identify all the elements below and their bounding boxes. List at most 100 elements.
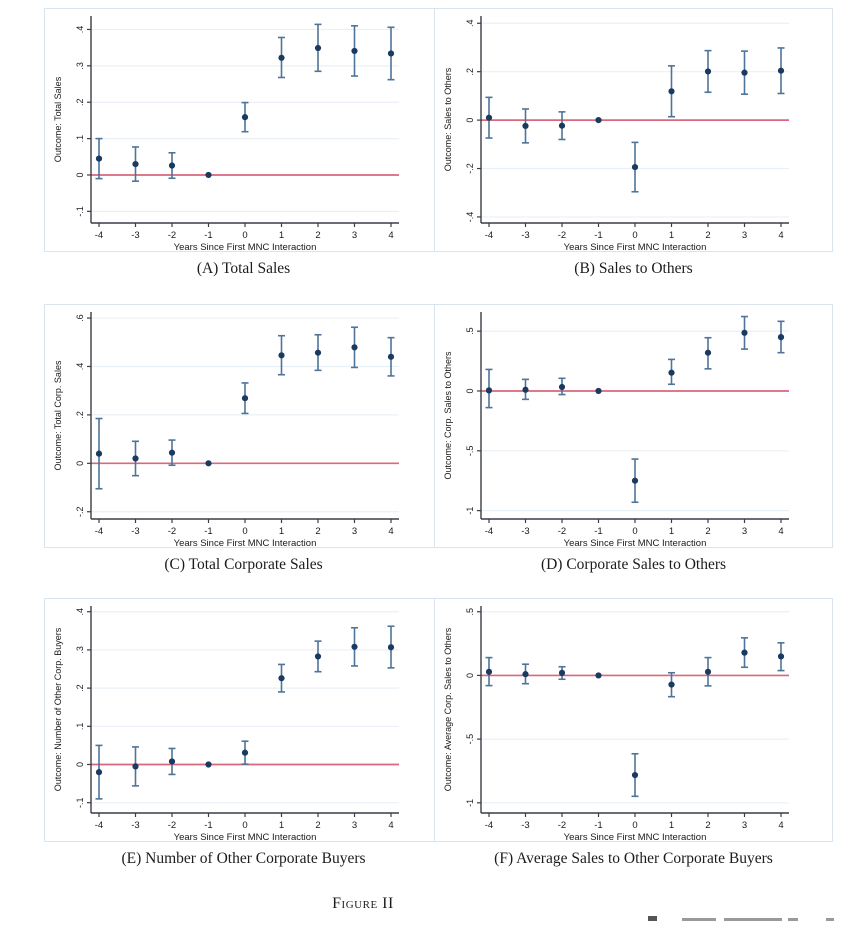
x-tick-label: -3 — [521, 230, 529, 241]
x-tick-label: 1 — [669, 526, 674, 537]
point-estimate — [95, 769, 103, 776]
point-estimate — [205, 761, 212, 768]
point-estimate — [314, 653, 322, 660]
x-tick-label: 3 — [352, 526, 357, 537]
panel-c-chart: -.2 0 .2 .4 .6 -4 -3 -2 -1 0 1 2 3 4 Outcome: Total Co… — [44, 304, 443, 548]
clipped-text-mark — [682, 918, 716, 921]
point-estimate — [132, 763, 139, 770]
point-estimate — [704, 668, 712, 675]
point-estimate — [241, 395, 249, 402]
point-estimate — [741, 649, 748, 656]
panel-c-caption: (C) Total Corporate Sales — [164, 556, 323, 573]
point-estimate — [351, 344, 358, 351]
y-tick-label: .5 — [465, 608, 475, 616]
point-estimate — [241, 749, 249, 756]
x-tick-label: 0 — [632, 820, 637, 831]
y-tick-label: .4 — [75, 26, 85, 34]
point-estimate — [95, 450, 103, 457]
clipped-text-mark — [788, 918, 798, 921]
x-tick-label: -1 — [204, 230, 212, 241]
x-tick-label: 0 — [242, 230, 247, 241]
point-estimate — [351, 643, 358, 650]
point-estimate — [668, 681, 675, 688]
x-tick-label: -4 — [485, 230, 493, 241]
x-axis-title: Years Since First MNC Interaction — [564, 242, 707, 252]
panel-e-caption: (E) Number of Other Corporate Buyers — [121, 850, 366, 867]
x-tick-label: -1 — [594, 230, 602, 241]
x-tick-label: -2 — [168, 230, 176, 241]
point-estimate — [777, 67, 785, 74]
x-tick-label: 0 — [632, 526, 637, 537]
panel-border — [434, 304, 833, 548]
y-tick-label: -.4 — [465, 212, 475, 223]
point-estimates — [95, 44, 395, 179]
panel-b: -.4 -.2 0 .2 .4 -4 -3 -2 -1 0 1 2 3 4 Outcome: Sales t… — [434, 8, 833, 278]
point-estimate — [777, 334, 785, 341]
point-estimate — [668, 369, 675, 376]
figure-label: Figure II — [332, 895, 394, 912]
point-estimates — [485, 329, 785, 484]
point-estimate — [168, 758, 176, 765]
x-tick-label: -4 — [95, 230, 103, 241]
y-tick-label: -.5 — [465, 734, 475, 745]
x-tick-label: 3 — [742, 820, 747, 831]
point-estimate — [314, 349, 322, 356]
x-tick-label: 4 — [388, 820, 393, 831]
y-tick-label: 0 — [465, 118, 475, 123]
clipped-text-mark — [724, 918, 782, 921]
point-estimate — [595, 672, 602, 679]
x-axis-title: Years Since First MNC Interaction — [174, 832, 317, 842]
x-tick-label: -1 — [204, 820, 212, 831]
point-estimate — [132, 455, 139, 462]
point-estimate — [704, 68, 712, 75]
panel-border — [434, 598, 833, 842]
panel-e-chart: -.1 0 .1 .2 .3 .4 -4 -3 -2 -1 0 1 2 3 4 Outcome: Number… — [44, 598, 443, 842]
point-estimate — [351, 47, 358, 55]
x-tick-label: -3 — [131, 526, 139, 537]
y-tick-label: .4 — [465, 20, 475, 28]
x-tick-label: 2 — [705, 820, 710, 831]
point-estimate — [278, 675, 285, 682]
y-tick-label: -.1 — [75, 797, 85, 808]
y-tick-label: 0 — [465, 673, 475, 678]
point-estimates — [485, 649, 785, 779]
y-tick-label: -.2 — [465, 163, 475, 174]
clipped-text-mark — [648, 916, 657, 921]
x-axis-title: Years Since First MNC Interaction — [564, 832, 707, 842]
x-tick-label: 4 — [778, 820, 783, 831]
x-tick-label: 4 — [778, 526, 783, 537]
x-axis-title: Years Since First MNC Interaction — [174, 242, 317, 252]
point-estimate — [205, 171, 212, 179]
y-tick-label: .4 — [75, 608, 85, 616]
point-estimate — [522, 386, 529, 393]
point-estimate — [278, 54, 285, 61]
x-axis-title: Years Since First MNC Interaction — [564, 538, 707, 548]
x-tick-label: 4 — [388, 230, 393, 241]
panel-d: -1 -.5 0 .5 -4 -3 -2 -1 0 1 2 3 4 Outcome: Corp. Sale… — [434, 304, 833, 574]
x-tick-label: 3 — [352, 820, 357, 831]
y-axis-title: Outcome: Total Corp. Sales — [53, 360, 63, 470]
x-tick-label: -4 — [95, 820, 103, 831]
y-tick-label: .5 — [465, 327, 475, 335]
panel-d-chart: -1 -.5 0 .5 -4 -3 -2 -1 0 1 2 3 4 Outcome: Corp. Sale… — [434, 304, 833, 548]
point-estimate — [558, 669, 566, 676]
x-tick-label: 4 — [778, 230, 783, 241]
x-tick-label: -2 — [558, 230, 566, 241]
y-tick-label: 0 — [75, 461, 85, 466]
point-estimate — [95, 155, 103, 162]
point-estimate — [387, 644, 395, 651]
x-tick-label: -3 — [131, 230, 139, 241]
y-axis-title: Outcome: Corp. Sales to Others — [443, 351, 453, 480]
ci-bars — [485, 315, 785, 504]
panel-b-chart: -.4 -.2 0 .2 .4 -4 -3 -2 -1 0 1 2 3 4 Outcome: Sales t… — [434, 8, 833, 252]
x-tick-label: 1 — [279, 230, 284, 241]
y-axis-title: Outcome: Average Corp. Sales to Others — [443, 627, 453, 791]
point-estimate — [168, 162, 176, 169]
panel-d-caption: (D) Corporate Sales to Others — [540, 556, 727, 573]
y-tick-label: -1 — [465, 507, 475, 515]
y-tick-label: .1 — [75, 135, 85, 143]
panel-b-caption: (B) Sales to Others — [574, 260, 693, 277]
x-tick-label: -4 — [485, 820, 493, 831]
panel-border — [434, 8, 833, 252]
